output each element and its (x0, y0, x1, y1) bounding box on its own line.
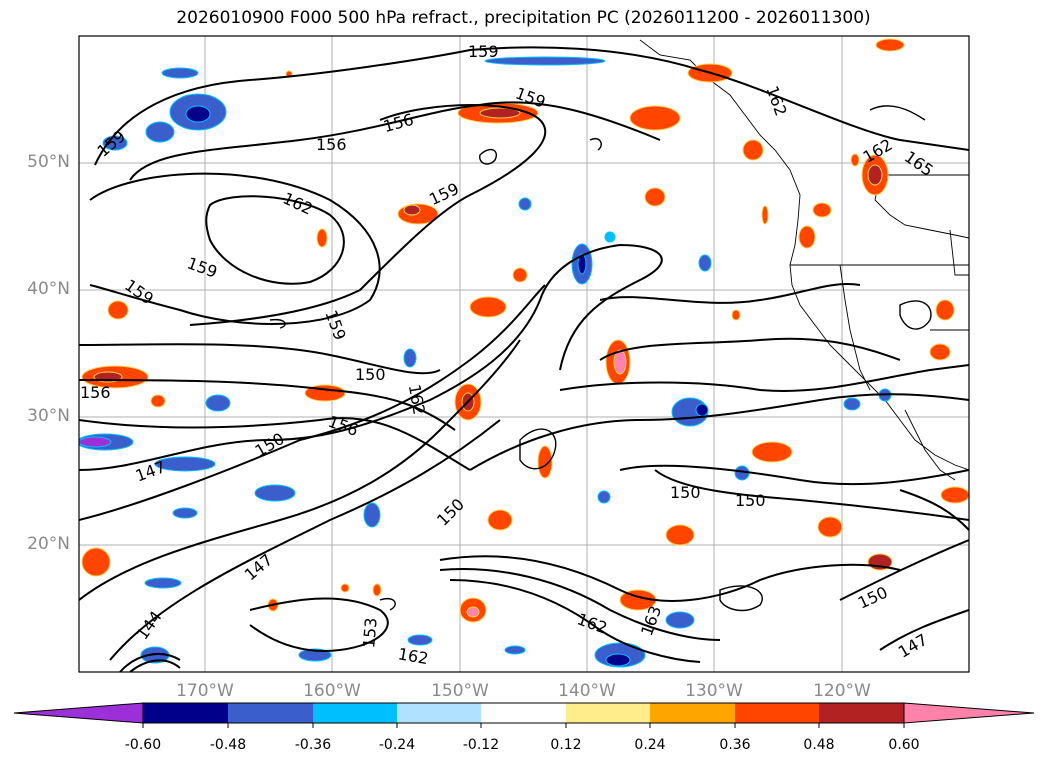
colorbar-tick-label: -0.24 (378, 737, 416, 753)
lat-label: 20°N (27, 534, 70, 554)
contour-label: 159 (468, 42, 499, 61)
colorbar-tick-label: -0.48 (209, 737, 247, 753)
precip-positive (81, 38, 969, 623)
colorbar-segment (819, 703, 904, 723)
colorbar-extend-high (903, 702, 1035, 724)
contour-label: 150 (735, 491, 766, 510)
colorbar-tick-label: -0.12 (462, 737, 500, 753)
lat-label: 30°N (27, 406, 70, 426)
lon-label: 160°W (303, 681, 361, 701)
colorbar-tick-label: 0.60 (888, 737, 920, 753)
colorbar-extend-low (13, 702, 144, 724)
colorbar-tick-label: -0.36 (294, 737, 332, 753)
colorbar-segment (143, 703, 228, 723)
colorbar-tick-label: 0.36 (719, 737, 751, 753)
colorbar-tick-label: 0.12 (550, 737, 582, 753)
contour-label: 156 (316, 135, 347, 154)
colorbar-segment (481, 703, 566, 723)
contour-label: 153 (359, 617, 381, 649)
colorbar-tick-label: 0.48 (803, 737, 835, 753)
map-title: 2026010900 F000 500 hPa refract., precip… (176, 8, 871, 28)
colorbar-segment (313, 703, 397, 723)
lon-label: 120°W (813, 681, 871, 701)
lon-label: 130°W (685, 681, 743, 701)
colorbar (13, 702, 1035, 728)
lon-label: 150°W (431, 681, 489, 701)
map-frame (78, 35, 970, 673)
lat-label: 40°N (27, 279, 70, 299)
colorbar-segment (735, 703, 819, 723)
refractivity-contours (79, 46, 969, 672)
contour-label: 156 (80, 383, 111, 402)
lon-label: 140°W (558, 681, 616, 701)
contour-label: 150 (355, 365, 386, 384)
contour-label: 150 (670, 483, 701, 502)
colorbar-segment (566, 703, 650, 723)
lon-label: 170°W (176, 681, 234, 701)
contour-fragments (269, 105, 932, 612)
lat-label: 50°N (27, 152, 70, 172)
coastline (639, 39, 969, 481)
colorbar-segment (650, 703, 735, 723)
colorbar-tick-label: 0.24 (634, 737, 666, 753)
colorbar-segment (397, 703, 481, 723)
colorbar-tick-label: -0.60 (124, 737, 162, 753)
colorbar-segment (228, 703, 313, 723)
